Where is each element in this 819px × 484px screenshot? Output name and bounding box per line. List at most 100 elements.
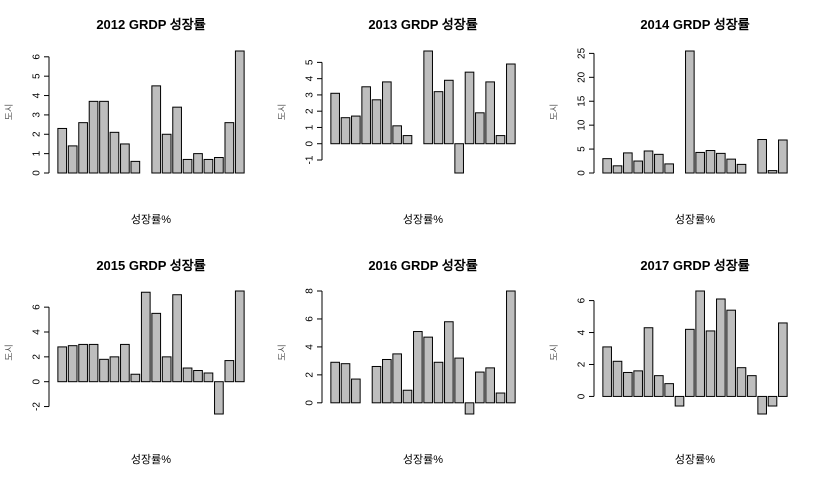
bar bbox=[172, 294, 182, 383]
bar bbox=[224, 360, 235, 383]
bar bbox=[705, 330, 716, 397]
bar bbox=[361, 86, 371, 145]
bar bbox=[716, 152, 726, 174]
bar bbox=[747, 375, 757, 397]
bar bbox=[495, 135, 506, 145]
bar bbox=[88, 343, 99, 383]
bar bbox=[726, 158, 736, 174]
y-axis-label: 도시 bbox=[549, 344, 559, 361]
bar bbox=[151, 312, 162, 383]
y-tick-label: 4 bbox=[577, 329, 588, 335]
bar bbox=[475, 112, 485, 145]
bar bbox=[402, 389, 413, 404]
bar bbox=[633, 160, 643, 174]
bar bbox=[716, 298, 726, 397]
y-tick-label: 25 bbox=[577, 47, 588, 59]
bar bbox=[757, 139, 767, 174]
bar bbox=[140, 291, 151, 383]
bar bbox=[371, 365, 382, 404]
chart-title: 2012 GRDP 성장률 bbox=[96, 17, 205, 32]
bar bbox=[433, 361, 444, 404]
bar bbox=[382, 358, 392, 404]
bar bbox=[464, 402, 475, 415]
bar bbox=[172, 106, 182, 174]
bar bbox=[664, 383, 674, 397]
y-tick-label: -1 bbox=[305, 155, 316, 164]
y-tick-label: 0 bbox=[577, 393, 588, 399]
bar bbox=[633, 370, 643, 397]
bar bbox=[371, 99, 382, 145]
bar bbox=[623, 152, 633, 174]
bar bbox=[485, 367, 495, 404]
bar bbox=[193, 153, 203, 174]
bar bbox=[161, 356, 172, 383]
bar bbox=[214, 381, 224, 415]
bar bbox=[392, 353, 402, 404]
bar bbox=[120, 343, 130, 383]
y-tick-label: 15 bbox=[577, 95, 588, 107]
x-axis-label: 성장률% bbox=[403, 213, 443, 226]
y-tick-label: 2 bbox=[305, 108, 316, 114]
y-tick-label: 5 bbox=[577, 146, 588, 152]
y-tick-label: 3 bbox=[305, 92, 316, 98]
y-tick-label: 4 bbox=[305, 75, 316, 81]
bar bbox=[182, 158, 193, 174]
y-tick-label: 0 bbox=[32, 378, 43, 384]
bar bbox=[382, 81, 392, 145]
bar bbox=[454, 357, 464, 404]
bar bbox=[778, 139, 788, 174]
bar bbox=[778, 322, 788, 397]
y-axis-label: 도시 bbox=[4, 344, 14, 361]
bar bbox=[340, 363, 351, 404]
bar bbox=[767, 395, 778, 407]
y-tick-label: 6 bbox=[305, 316, 316, 322]
bar bbox=[726, 309, 736, 397]
bar bbox=[736, 367, 747, 397]
y-axis-label: 도시 bbox=[277, 344, 287, 361]
bar bbox=[495, 392, 506, 404]
bar bbox=[99, 100, 109, 174]
bar bbox=[767, 170, 778, 174]
bar bbox=[120, 143, 130, 174]
bar bbox=[151, 85, 162, 174]
bar bbox=[695, 290, 705, 397]
y-tick-label: 1 bbox=[305, 124, 316, 130]
bar bbox=[602, 158, 612, 174]
y-tick-label: 0 bbox=[577, 170, 588, 176]
bar bbox=[433, 91, 444, 145]
bar bbox=[623, 371, 633, 397]
bar bbox=[413, 331, 423, 404]
bar bbox=[705, 150, 716, 174]
x-axis-label: 성장률% bbox=[675, 213, 715, 226]
y-tick-label: 0 bbox=[305, 400, 316, 406]
bar bbox=[109, 131, 120, 174]
bar bbox=[685, 50, 695, 174]
x-axis-label: 성장률% bbox=[131, 453, 171, 466]
y-tick-label: 8 bbox=[305, 288, 316, 294]
bar bbox=[444, 321, 454, 404]
bar bbox=[330, 361, 340, 404]
bar bbox=[654, 153, 664, 174]
bar bbox=[109, 356, 120, 383]
bar bbox=[674, 395, 685, 407]
y-tick-label: 2 bbox=[305, 372, 316, 378]
bar bbox=[130, 373, 141, 383]
y-tick-label: 4 bbox=[305, 344, 316, 350]
bar bbox=[57, 346, 68, 383]
bar bbox=[351, 115, 361, 145]
bar bbox=[130, 160, 141, 174]
x-axis-label: 성장률% bbox=[675, 453, 715, 466]
bar bbox=[444, 79, 454, 145]
bar bbox=[664, 163, 674, 174]
y-tick-label: 0 bbox=[32, 170, 43, 176]
y-axis-label: 도시 bbox=[277, 104, 287, 121]
bar bbox=[214, 157, 224, 174]
bar bbox=[78, 343, 88, 383]
bar bbox=[193, 370, 203, 383]
